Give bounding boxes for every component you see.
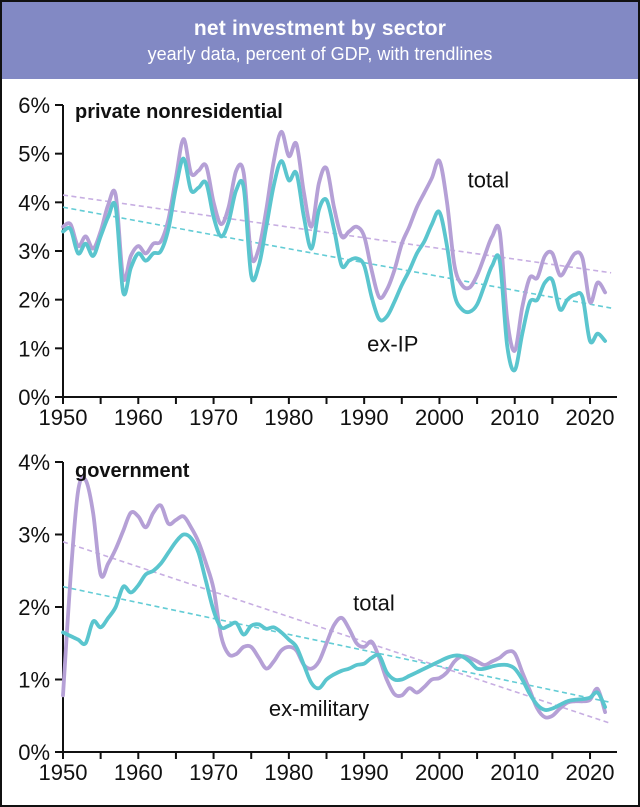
series-line-ex-military [61, 532, 607, 712]
x-tick-label: 1950 [39, 760, 88, 785]
x-tick-label: 2020 [566, 405, 615, 430]
government-chart: 0% 1% 2% 3% 4% 1950 1960 1970 1980 1990 2000 2010 20… [18, 450, 617, 785]
series-line-total [61, 475, 607, 720]
x-tick-label: 1980 [264, 405, 313, 430]
y-tick-label: 4% [18, 190, 50, 215]
y-tick-label: 5% [18, 142, 50, 167]
y-tick-label: 1% [18, 668, 50, 693]
y-tick-label: 2% [18, 595, 50, 620]
y-tick-label: 4% [18, 450, 50, 475]
chart-main-title: net investment by sector [193, 16, 447, 40]
x-tick-label: 2010 [490, 760, 539, 785]
private-nonresidential-chart: 0% 1% 2% 3% 4% 5% 6% 1950 1960 1970 1980 1990 2000 20… [18, 93, 617, 430]
x-tick-label: 1990 [340, 760, 389, 785]
x-tick-label: 2000 [415, 405, 464, 430]
y-tick-label: 3% [18, 239, 50, 264]
y-tick-label: 1% [18, 336, 50, 361]
x-tick-label: 1950 [39, 405, 88, 430]
x-tick-label: 1970 [189, 405, 238, 430]
y-tick-label: 0% [18, 385, 50, 410]
trendline-total [62, 194, 612, 274]
x-tick-label: 1990 [340, 405, 389, 430]
y-tick-label: 3% [18, 523, 50, 548]
panel-title: government [75, 460, 190, 482]
series-line-ex-IP [61, 156, 607, 373]
x-tick-label: 1970 [189, 760, 238, 785]
series-label-ex-IP: ex-IP [367, 332, 418, 357]
series-label-ex-military: ex-military [269, 696, 369, 721]
x-tick-label: 1960 [114, 760, 163, 785]
x-tick-label: 1980 [264, 760, 313, 785]
series-label-total: total [468, 168, 510, 193]
x-tick-label: 2010 [490, 405, 539, 430]
series-line-total [61, 129, 607, 353]
chart-subtitle: yearly data, percent of GDP, with trendl… [147, 43, 493, 64]
y-tick-label: 6% [18, 93, 50, 118]
x-tick-label: 2000 [415, 760, 464, 785]
series-label-total: total [353, 591, 395, 616]
chart-header: net investment by sector yearly data, pe… [2, 2, 638, 79]
y-tick-label: 0% [18, 740, 50, 765]
panel-title: private nonresidential [75, 101, 283, 123]
x-tick-label: 2020 [566, 760, 615, 785]
x-tick-label: 1960 [114, 405, 163, 430]
y-tick-label: 2% [18, 288, 50, 313]
